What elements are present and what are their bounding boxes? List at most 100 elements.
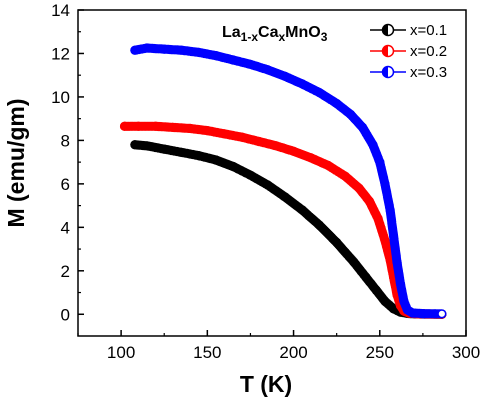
- x-tick-label: 200: [279, 343, 307, 362]
- legend-label: x=0.2: [410, 43, 447, 60]
- legend-marker-half: [382, 45, 388, 57]
- y-axis-label: M (emu/gm): [3, 98, 29, 227]
- data-point: [168, 122, 178, 132]
- y-tick-label: 10: [51, 88, 70, 107]
- title-sub-3: 3: [321, 30, 328, 44]
- legend-label: x=0.1: [410, 22, 447, 39]
- data-point: [185, 123, 195, 134]
- data-point: [388, 304, 399, 314]
- legend-item: x=0.3: [370, 64, 447, 81]
- data-point: [237, 132, 247, 142]
- y-tick-label: 8: [61, 131, 70, 150]
- data-point: [245, 170, 256, 180]
- data-point: [364, 196, 375, 206]
- data-point: [119, 121, 130, 131]
- data-point: [151, 121, 161, 131]
- data-point: [159, 44, 169, 54]
- legend-marker-half: [382, 24, 388, 36]
- y-tick-label: 2: [61, 262, 70, 281]
- data-point: [159, 144, 169, 154]
- data-point: [211, 51, 221, 61]
- data-point: [280, 71, 290, 81]
- data-point: [371, 285, 381, 295]
- x-axis-label: T (K): [240, 371, 292, 397]
- data-point: [142, 141, 152, 151]
- data-point: [407, 308, 418, 318]
- legend: x=0.1 x=0.2 x=0.3: [370, 22, 447, 81]
- end-marker: [437, 309, 447, 319]
- data-point: [297, 79, 307, 89]
- data-point: [297, 205, 307, 215]
- data-point: [323, 160, 333, 170]
- data-point: [340, 171, 350, 181]
- title-sub-x: x: [278, 30, 285, 44]
- data-point: [176, 45, 187, 55]
- data-point: [245, 59, 256, 69]
- data-point: [133, 121, 143, 131]
- x-tick-label: 150: [193, 343, 221, 362]
- data-point: [130, 140, 140, 150]
- y-axis-ticks: 0 2 4 6 8 10 12 14: [51, 1, 84, 324]
- legend-item: x=0.1: [370, 22, 447, 39]
- data-point: [142, 43, 152, 53]
- y-tick-label: 12: [51, 44, 70, 63]
- data-point: [228, 161, 238, 172]
- data-point: [194, 151, 204, 161]
- data-point: [357, 122, 368, 132]
- data-point: [219, 129, 230, 139]
- data-point: [361, 272, 371, 282]
- data-point: [368, 140, 378, 150]
- title-ca: Ca: [258, 24, 279, 41]
- y-tick-label: 6: [61, 175, 70, 194]
- data-point: [395, 279, 406, 289]
- data-point: [314, 220, 325, 230]
- legend-item: x=0.2: [370, 43, 447, 60]
- data-point: [211, 155, 221, 165]
- title-sub-1-x: 1-x: [241, 30, 259, 44]
- y-tick-label: 4: [61, 218, 70, 237]
- y-tick-label: 14: [51, 1, 70, 20]
- series-x=0.3: [130, 43, 447, 319]
- x-tick-label: 300: [452, 343, 480, 362]
- plot-area: 100 150 200 250 300 0 2 4 6 8 10 12 14: [51, 1, 480, 362]
- series-marker-trail: [130, 43, 446, 319]
- data-point: [380, 179, 390, 189]
- title-mno: MnO: [285, 24, 321, 41]
- x-axis-ticks: 100 150 200 250 300: [77, 330, 480, 362]
- data-point: [194, 47, 204, 57]
- x-tick-label: 100: [107, 343, 135, 362]
- data-point: [130, 45, 140, 55]
- data-point: [418, 309, 428, 319]
- data-point: [375, 157, 385, 167]
- data-series: [119, 43, 447, 319]
- chart-title: La1-xCaxMnO3: [222, 24, 328, 44]
- data-point: [228, 55, 238, 65]
- data-point: [314, 87, 325, 98]
- data-point: [349, 257, 359, 267]
- data-point: [345, 109, 356, 119]
- y-tick-label: 0: [61, 305, 70, 324]
- plot-frame: [77, 9, 467, 337]
- data-point: [354, 183, 364, 193]
- x-tick-label: 250: [366, 343, 394, 362]
- data-point: [254, 136, 264, 147]
- data-point: [385, 205, 395, 215]
- data-point: [399, 296, 409, 306]
- title-la: La: [222, 24, 241, 41]
- data-point: [332, 237, 342, 248]
- legend-label: x=0.3: [410, 64, 447, 81]
- data-point: [306, 153, 316, 163]
- data-point: [280, 192, 290, 202]
- data-point: [388, 231, 399, 241]
- data-point: [392, 257, 402, 267]
- data-point: [380, 296, 390, 306]
- data-point: [263, 180, 273, 190]
- data-point: [332, 98, 342, 109]
- data-point: [271, 141, 281, 151]
- data-point: [288, 146, 299, 156]
- legend-marker-half: [382, 66, 388, 78]
- data-point: [373, 214, 383, 224]
- data-point: [430, 309, 440, 319]
- data-point: [202, 126, 212, 136]
